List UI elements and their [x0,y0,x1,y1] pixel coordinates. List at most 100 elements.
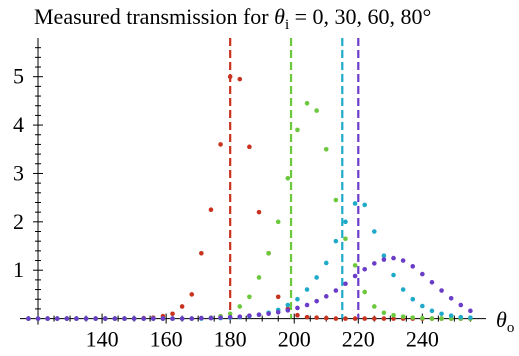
data-point [381,316,387,321]
data-point [323,294,329,299]
x-tick-label: 220 [342,327,375,352]
data-point [237,314,243,319]
data-point [343,219,348,225]
data-point [256,275,262,280]
data-point [275,219,281,225]
data-point [439,288,444,293]
data-point [247,313,252,318]
data-point [179,304,185,309]
x-axis-label-sub: o [507,320,515,336]
chart-title-suffix: = 0, 30, 60, 80° [289,4,431,29]
data-point [400,287,406,292]
data-point [391,255,396,261]
data-point [410,315,416,320]
data-point [400,314,406,319]
data-point [429,279,435,285]
data-point [372,316,377,321]
data-point [54,316,60,321]
x-tick-label: 240 [406,327,439,352]
data-point [323,260,329,266]
data-point [448,313,454,318]
data-point [352,273,358,279]
x-tick-label: 160 [150,327,183,352]
data-point [102,316,108,321]
data-point [199,315,204,321]
data-point [400,258,406,263]
data-point [323,146,329,152]
data-point [333,316,339,321]
data-point [314,298,319,304]
data-point [131,316,137,321]
data-point [295,305,300,311]
x-axis-label-var: θ [496,307,507,332]
y-tick-label: 4 [13,112,24,137]
data-point [64,316,70,321]
data-point [256,209,262,215]
data-point [362,266,367,272]
data-point [227,311,233,317]
data-point [381,310,387,316]
data-point [429,308,435,314]
data-point [247,144,252,150]
data-point [266,250,271,256]
data-point [343,236,348,242]
data-point [218,142,223,147]
data-point [372,261,377,266]
data-point [410,296,416,302]
data-point [304,314,310,320]
data-point [343,281,348,287]
data-point [381,253,387,258]
data-point [208,315,214,321]
data-point [275,294,281,300]
data-point [448,295,454,301]
data-point [295,296,300,302]
data-point [468,308,473,314]
data-point [372,229,377,234]
data-point [333,288,339,293]
data-point [304,302,310,308]
data-point [314,108,319,113]
point-layer [26,74,473,321]
data-point [208,207,214,213]
data-point [304,287,310,292]
data-point [458,314,464,320]
data-point [295,127,300,133]
data-point [256,312,262,318]
data-point [26,316,31,321]
data-point [160,316,166,321]
data-point [314,315,319,320]
data-point [45,316,50,321]
data-point [295,312,300,318]
data-point [83,316,89,321]
data-point [468,315,473,320]
data-point [391,272,396,278]
data-point [323,315,329,321]
data-point [333,238,339,244]
data-point [314,275,319,280]
y-tick-label: 3 [13,160,24,185]
data-point [352,263,358,268]
data-point [285,175,291,181]
data-point [429,316,435,321]
chart-title-prefix: Measured transmission for [34,4,274,29]
data-point [343,316,348,321]
data-point [179,316,185,321]
data-point [218,315,223,320]
data-point [112,316,118,321]
data-point [237,76,243,82]
axes-layer: 140 160 180 200 220 240 1 2 3 4 5 [13,38,486,352]
data-point [247,294,252,300]
data-point [74,316,79,321]
data-point [170,316,175,321]
data-point [391,316,396,321]
y-tick-label: 2 [13,209,24,234]
chart-title-var-sub: i [285,17,289,33]
data-point [352,316,358,321]
y-tick-label: 1 [13,257,24,282]
data-point [227,74,233,80]
data-point [275,309,281,315]
chart-title-var: θ [274,4,285,29]
data-point [333,197,339,203]
data-point [285,302,291,308]
